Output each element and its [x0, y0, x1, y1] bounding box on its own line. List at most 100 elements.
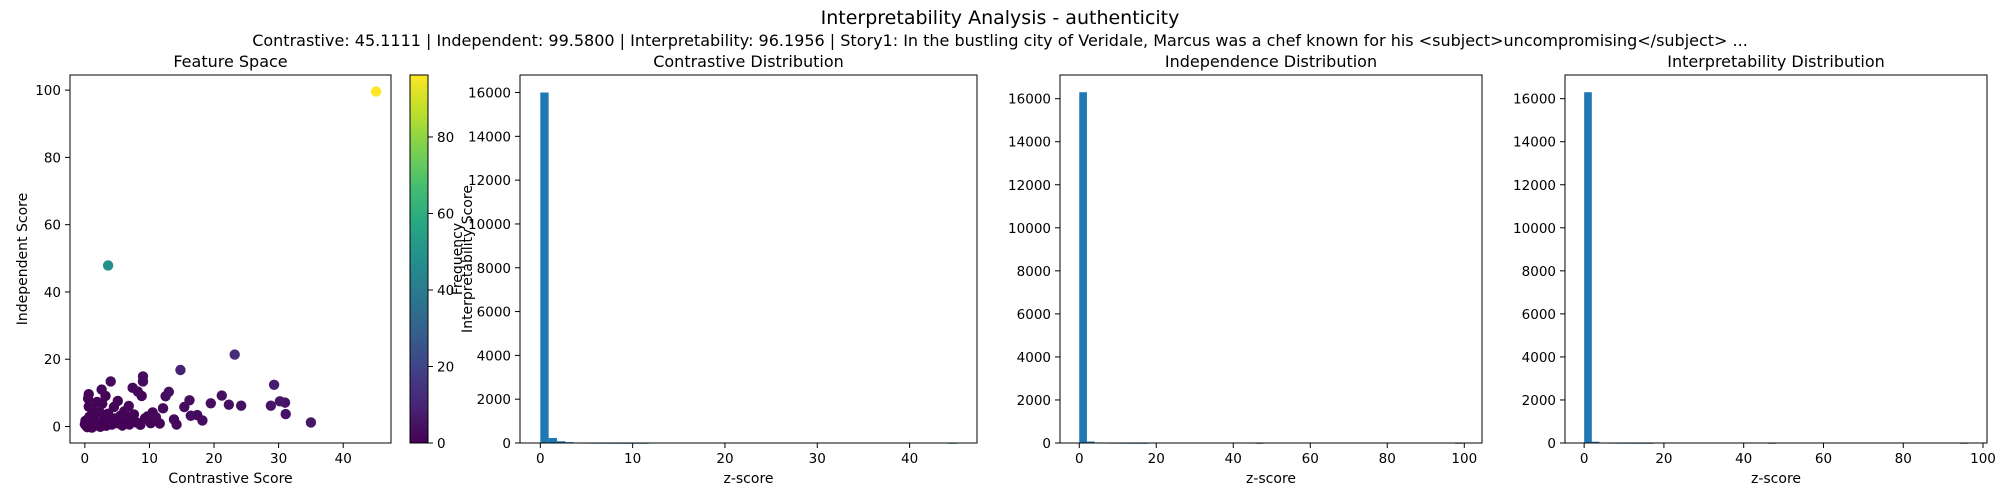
scatter-point	[150, 411, 162, 423]
x-tick-label: 60	[1302, 451, 1319, 467]
colorbar-tick-label: 60	[437, 206, 454, 222]
colorbar-bar	[409, 74, 429, 444]
axes-frame	[69, 74, 392, 444]
x-tick-label: 40	[1225, 451, 1242, 467]
scatter-point	[112, 395, 123, 407]
x-tick-label: 20	[716, 451, 733, 467]
scatter-point	[91, 396, 103, 408]
y-tick-label: 6000	[477, 305, 511, 321]
y-tick-label: 2000	[1522, 393, 1556, 409]
scatter-point	[268, 379, 280, 391]
y-tick-label: 10000	[1008, 221, 1051, 237]
scatter-point	[223, 399, 235, 410]
histogram-panel-independence: Independence Distribution 0 20 40 60 80 100 0 20…	[1008, 52, 1483, 487]
histogram-bar	[1079, 92, 1087, 444]
colorbar-tick-label: 20	[437, 359, 454, 375]
y-axis-label: Frequency	[450, 223, 466, 295]
scatter-point	[157, 403, 169, 414]
histogram-panel-interpretability: Interpretability Distribution 0 20 40 60 80 10…	[1513, 52, 1996, 487]
x-tick-label: 0	[1580, 451, 1589, 467]
x-tick-label: 0	[1075, 451, 1084, 467]
y-tick-label: 8000	[477, 261, 511, 277]
x-axis-label: z-score	[723, 471, 773, 487]
histogram-bar	[548, 437, 557, 443]
scatter-point	[94, 406, 105, 418]
panel-title: Feature Space	[173, 52, 287, 71]
y-tick-label: 80	[44, 150, 61, 166]
y-tick-label: 8000	[1522, 264, 1556, 280]
axes-frame	[519, 74, 978, 444]
x-tick-label: 20	[205, 451, 222, 467]
x-tick-label: 80	[1895, 451, 1912, 467]
x-tick-label: 80	[1379, 451, 1396, 467]
scatter-point	[184, 395, 195, 406]
y-tick-label: 0	[502, 436, 511, 452]
histogram-panel-contrastive: Contrastive Distribution 0 10 20 30 40 0 2000 40…	[450, 52, 978, 487]
scatter-panel-feature-space: Feature Space 0 10 20 30 40 0 20 40 60 80 100 Contra…	[15, 52, 392, 487]
x-tick-label: 0	[536, 451, 545, 467]
scatter-point	[123, 400, 134, 412]
y-tick-label: 2000	[477, 392, 511, 408]
scatter-point	[137, 376, 149, 387]
x-tick-label: 30	[270, 451, 287, 467]
colorbar-tick-label: 40	[437, 283, 454, 299]
panel-title: Interpretability Distribution	[1667, 52, 1885, 71]
histogram-bar	[1584, 92, 1592, 444]
x-axis-label: z-score	[1246, 471, 1296, 487]
figure-title: Interpretability Analysis - authenticity	[821, 7, 1180, 29]
y-tick-label: 16000	[1513, 92, 1556, 108]
y-tick-label: 6000	[1017, 307, 1051, 323]
y-tick-label: 14000	[1513, 135, 1556, 151]
y-axis-label: Independent Score	[15, 193, 31, 325]
colorbar-tick-label: 80	[437, 130, 454, 146]
scatter-point	[305, 417, 317, 428]
y-tick-label: 0	[1042, 436, 1051, 452]
y-tick-label: 14000	[468, 129, 511, 145]
histogram-bar	[1086, 441, 1095, 443]
panel-title: Independence Distribution	[1165, 52, 1377, 71]
y-tick-label: 60	[44, 218, 61, 234]
x-tick-label: 40	[335, 451, 352, 467]
y-tick-label: 40	[44, 285, 61, 301]
scatter-point	[96, 384, 107, 395]
y-tick-label: 4000	[1017, 350, 1051, 366]
scatter-point	[105, 376, 116, 387]
scatter-point	[185, 410, 196, 421]
y-tick-label: 4000	[477, 348, 511, 364]
y-tick-label: 10000	[468, 217, 511, 233]
x-tick-label: 60	[1815, 451, 1832, 467]
scatter-point	[163, 386, 175, 398]
x-axis-label: z-score	[1751, 471, 1801, 487]
y-tick-label: 16000	[468, 86, 511, 102]
x-tick-label: 100	[1970, 451, 1996, 467]
x-tick-label: 10	[141, 451, 158, 467]
axes-frame	[1564, 74, 1988, 444]
x-tick-label: 100	[1451, 451, 1477, 467]
colorbar: 0 20 40 60 80 Interpretability Score	[409, 74, 476, 452]
scatter-point	[370, 86, 382, 97]
histogram-bar	[1591, 441, 1600, 443]
y-tick-label: 10000	[1513, 221, 1556, 237]
scatter-point	[229, 349, 240, 360]
scatter-point	[171, 419, 182, 430]
scatter-point	[274, 396, 286, 407]
x-tick-label: 0	[81, 451, 90, 467]
y-tick-label: 16000	[1008, 92, 1051, 108]
axes-frame	[1059, 74, 1483, 444]
colorbar-tick-label: 0	[437, 436, 446, 452]
scatter-point	[175, 364, 186, 376]
scatter-point	[127, 382, 138, 394]
y-tick-label: 6000	[1522, 307, 1556, 323]
y-tick-label: 12000	[1513, 178, 1556, 194]
scatter-point	[102, 260, 114, 271]
x-tick-label: 10	[624, 451, 641, 467]
scatter-point	[216, 390, 227, 401]
panel-title: Contrastive Distribution	[653, 52, 844, 71]
figure-subtitle: Contrastive: 45.1111 | Independent: 99.5…	[252, 31, 1748, 50]
x-tick-label: 20	[1148, 451, 1165, 467]
y-tick-label: 100	[35, 83, 61, 99]
x-tick-label: 40	[1735, 451, 1752, 467]
scatter-point	[265, 400, 277, 411]
y-tick-label: 14000	[1008, 135, 1051, 151]
